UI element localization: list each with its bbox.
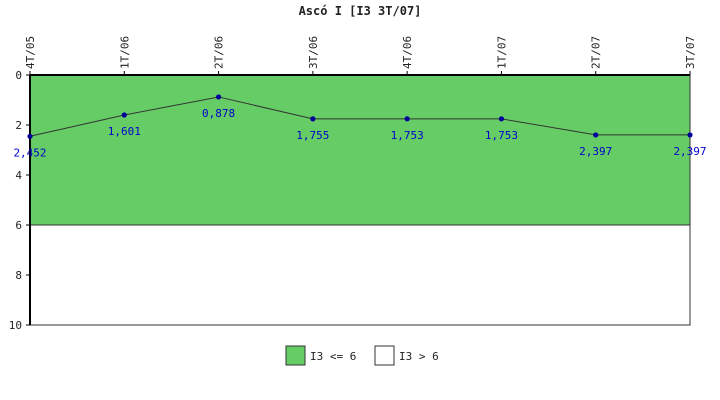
legend-label-2: I3 > 6 <box>399 350 439 363</box>
chart-title: Ascó I [I3 3T/07] <box>299 4 422 18</box>
data-label: 2,397 <box>579 145 612 158</box>
x-tick-label: 4T/06 <box>401 36 414 69</box>
data-point <box>27 133 33 139</box>
x-tick-label: 2T/07 <box>590 36 603 69</box>
y-tick-label: 8 <box>15 269 22 282</box>
series-line <box>29 96 690 137</box>
x-tick-label: 3T/06 <box>307 36 320 69</box>
band-2 <box>29 224 691 326</box>
y-tick-label: 0 <box>15 69 22 82</box>
x-tick-label: 1T/07 <box>495 36 508 69</box>
y-tick-label: 4 <box>15 169 22 182</box>
data-point <box>498 116 505 122</box>
data-point <box>310 116 316 122</box>
data-point <box>215 94 222 100</box>
tick-labels: 0 2 4 6 8 10 4T/05 1T/06 2T/06 3T/06 4T/06 1T/07 2T/… <box>9 36 697 332</box>
data-point <box>404 116 410 122</box>
legend-label-1: I3 <= 6 <box>310 350 356 363</box>
data-label: 1,755 <box>296 129 329 142</box>
data-label: 2,452 <box>13 146 46 159</box>
y-tick-label: 6 <box>15 219 22 232</box>
data-point <box>687 132 693 138</box>
data-label: 2,397 <box>673 145 706 158</box>
legend: I3 <= 6 I3 > 6 <box>285 345 439 366</box>
legend-swatch-2 <box>374 345 395 366</box>
data-point <box>121 112 127 118</box>
x-tick-label: 4T/05 <box>24 36 37 69</box>
y-tick-label: 10 <box>9 319 22 332</box>
data-label: 1,753 <box>391 129 424 142</box>
series <box>27 94 693 139</box>
y-tick-label: 2 <box>15 119 22 132</box>
legend-swatch-1 <box>285 345 306 366</box>
data-label: 1,601 <box>108 125 141 138</box>
x-tick-label: 3T/07 <box>684 36 697 69</box>
data-label: 1,753 <box>485 129 518 142</box>
threshold-bands <box>29 74 691 326</box>
band-1 <box>29 74 691 226</box>
axes <box>29 74 690 325</box>
data-label: 0,878 <box>202 107 235 120</box>
data-labels: 2,452 1,601 0,878 1,755 1,753 1,753 2,397 2,397 <box>13 107 706 159</box>
x-tick-label: 2T/06 <box>213 36 226 69</box>
x-tick-label: 1T/06 <box>118 36 131 69</box>
data-point <box>593 132 599 138</box>
